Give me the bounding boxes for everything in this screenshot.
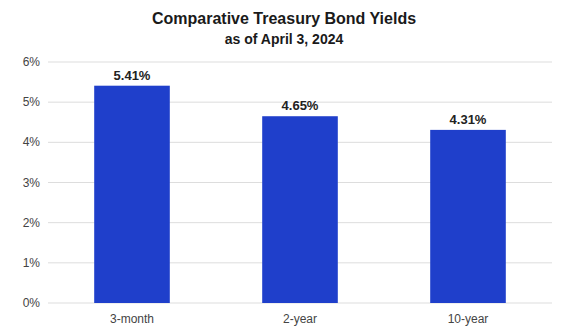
- y-tick-label: 1%: [23, 256, 41, 270]
- labels: 5.41% 3-month 4.65% 2-year 4.31% 10-year: [110, 68, 488, 326]
- data-label: 5.41%: [114, 68, 151, 83]
- bar: [262, 116, 338, 303]
- data-label: 4.31%: [450, 112, 487, 127]
- y-tick-label: 6%: [23, 55, 41, 69]
- y-tick-label: 5%: [23, 95, 41, 109]
- grid-line: [48, 62, 552, 63]
- x-tick-label: 3-month: [110, 312, 154, 326]
- y-tick-label: 2%: [23, 216, 41, 230]
- title: Comparative Treasury Bond Yields: [152, 10, 416, 27]
- data-label: 4.65%: [282, 98, 319, 113]
- x-tick-label: 10-year: [448, 312, 489, 326]
- bars: [94, 86, 506, 303]
- y-tick-label: 4%: [23, 135, 41, 149]
- bar: [94, 86, 170, 303]
- x-tick-label: 2-year: [283, 312, 317, 326]
- bar: [430, 130, 506, 303]
- subtitle: as of April 3, 2024: [225, 31, 344, 47]
- chart: Comparative Treasury Bond Yields as of Ap…: [0, 0, 568, 335]
- y-tick-label: 3%: [23, 176, 41, 190]
- y-axis: 0% 1% 2% 3% 4% 5% 6%: [23, 55, 552, 310]
- y-tick-label: 0%: [23, 296, 41, 310]
